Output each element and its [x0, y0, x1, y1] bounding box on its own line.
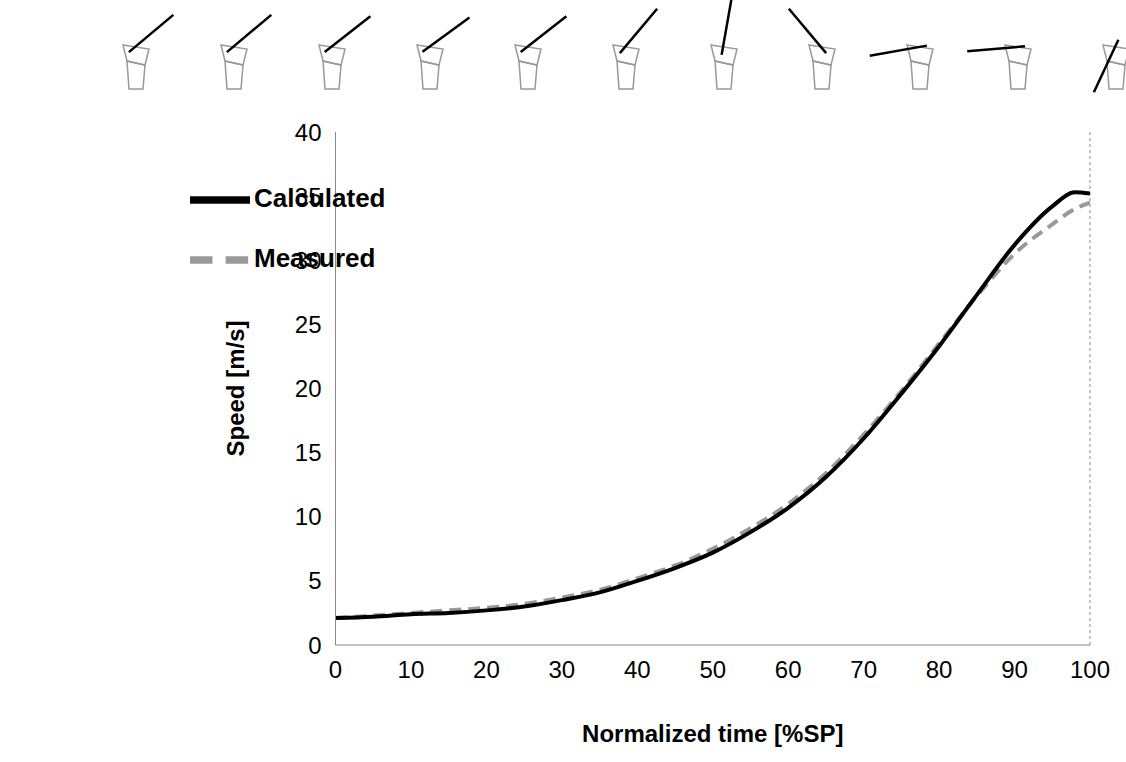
svg-text:70: 70 — [850, 656, 877, 683]
svg-text:80: 80 — [926, 656, 953, 683]
svg-text:20: 20 — [473, 656, 500, 683]
svg-text:20: 20 — [295, 375, 322, 402]
svg-text:0: 0 — [329, 656, 342, 683]
svg-text:100: 100 — [1070, 656, 1110, 683]
svg-text:25: 25 — [295, 311, 322, 338]
svg-text:Speed [m/s]: Speed [m/s] — [222, 320, 249, 456]
svg-text:40: 40 — [295, 119, 322, 146]
svg-text:30: 30 — [548, 656, 575, 683]
svg-text:30: 30 — [295, 247, 322, 274]
svg-text:10: 10 — [295, 503, 322, 530]
svg-text:60: 60 — [775, 656, 802, 683]
svg-text:50: 50 — [699, 656, 726, 683]
svg-text:15: 15 — [295, 439, 322, 466]
svg-text:10: 10 — [398, 656, 425, 683]
svg-text:35: 35 — [295, 183, 322, 210]
svg-text:40: 40 — [624, 656, 651, 683]
svg-text:Normalized time [%SP]: Normalized time [%SP] — [582, 720, 843, 747]
svg-text:90: 90 — [1001, 656, 1028, 683]
svg-text:0: 0 — [308, 632, 321, 659]
svg-text:5: 5 — [308, 567, 321, 594]
